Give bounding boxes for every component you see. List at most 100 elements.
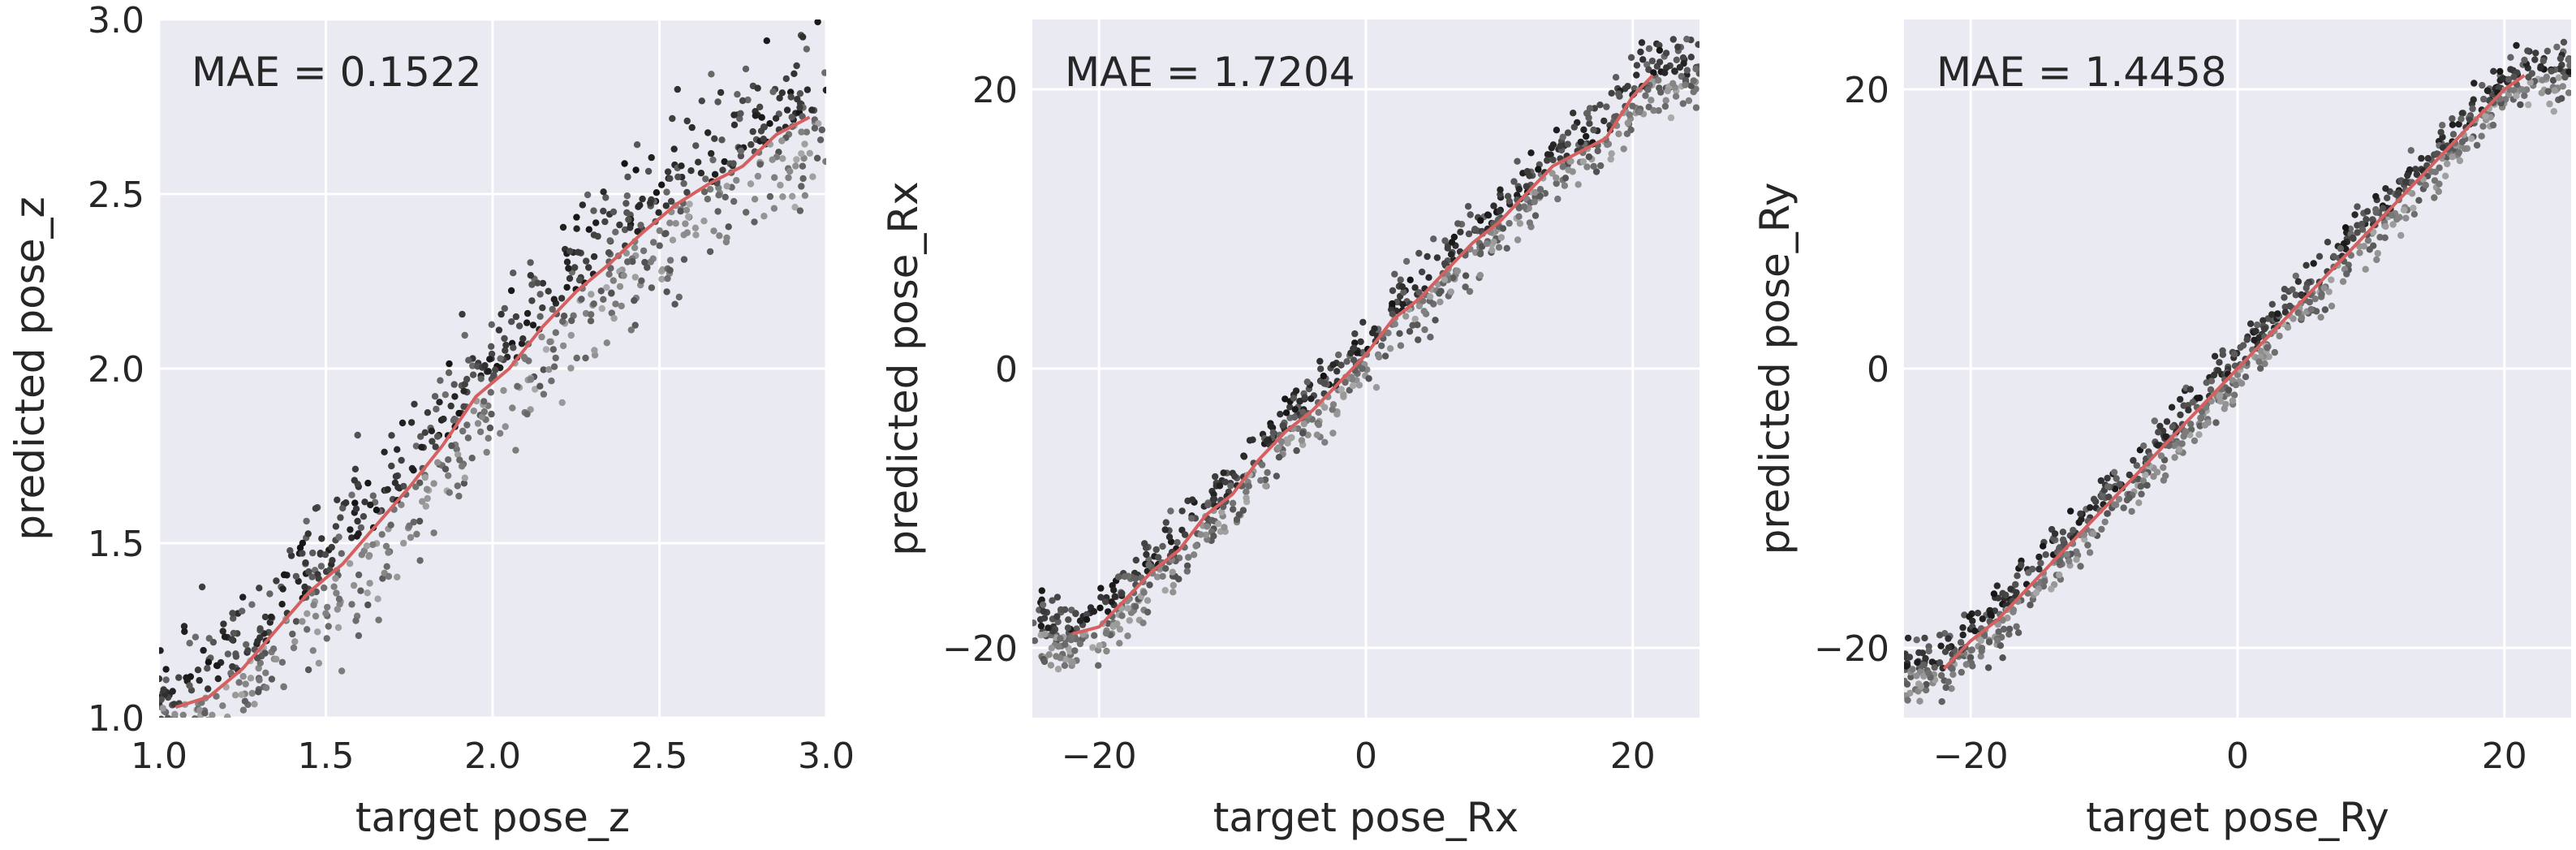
scatter-point [490,372,498,380]
scatter-point [1495,244,1503,251]
scatter-point [2005,631,2013,638]
y-axis-label: predicted pose_z [6,196,54,540]
scatter-point [442,465,450,472]
y-tick-label: 0 [1867,349,1889,390]
scatter-point [620,272,627,279]
scatter-point [1945,635,1952,642]
scatter-point [335,595,343,602]
scatter-point [803,86,812,93]
scatter-point [1212,472,1219,481]
scatter-point [683,188,691,196]
scatter-point [822,157,826,166]
scatter-point [159,705,166,712]
scatter-point [461,331,468,339]
scatter-point [1913,672,1920,680]
scatter-point [468,455,476,462]
scatter-point [2056,571,2063,579]
scatter-point [1969,617,1976,625]
scatter-point [1153,573,1161,580]
scatter-point [2373,256,2380,264]
scatter-point [2518,86,2526,93]
scatter-point [515,322,523,330]
scatter-point [1233,516,1241,524]
scatter-point [301,583,308,591]
scatter-point [2274,310,2281,317]
scatter-point [1110,586,1118,593]
scatter-point [227,670,235,677]
scatter-point [585,264,592,271]
scatter-point [793,156,800,163]
scatter-point [500,386,507,395]
scatter-point [450,381,458,388]
scatter-point [730,121,739,128]
scatter-point [2431,194,2438,201]
scatter-point [702,175,709,183]
scatter-point [458,463,466,470]
scatter-point [616,283,624,291]
scatter-point [2170,442,2178,450]
scatter-point [550,296,558,303]
scatter-point [398,456,405,464]
scatter-point [605,249,613,257]
scatter-point [1102,629,1110,637]
scatter-point [1447,288,1455,296]
scatter-point [169,688,176,695]
scatter-point [559,342,567,350]
scatter-point [419,498,426,505]
scatter-point [633,141,641,149]
scatter-point [2479,81,2486,89]
scatter-point [299,618,306,625]
scatter-point [1398,283,1406,291]
scatter-point [1904,634,1912,642]
scatter-point [2389,221,2397,228]
scatter-point [445,472,452,480]
scatter-point [559,223,567,231]
scatter-point [488,350,496,358]
scatter-point [410,518,417,526]
scatter-point [1447,251,1455,258]
scatter-point [2190,437,2199,445]
scatter-point [1580,126,1587,133]
scatter-point [1656,41,1663,49]
scatter-point [459,310,466,318]
scatter-point [263,684,270,692]
scatter-point [2059,536,2067,543]
scatter-point [1208,516,1216,524]
scatter-point [235,720,242,727]
scatter-point [364,601,372,609]
scatter-point [1141,540,1148,547]
scatter-point [616,221,623,229]
scatter-point [641,258,648,266]
scatter-point [754,84,761,92]
scatter-point [1124,632,1131,640]
scatter-point [2139,477,2147,485]
y-tick-label: 20 [1844,70,1889,111]
scatter-point [2337,244,2345,252]
scatter-point [2243,336,2251,343]
scatter-point [256,676,263,684]
scatter-point [1161,587,1169,594]
scatter-point [1159,542,1166,550]
scatter-point [213,662,222,670]
scatter-point [1683,67,1691,74]
scatter-point [1655,76,1662,84]
scatter-point [692,142,700,149]
scatter-point [1959,623,1966,632]
scatter-point [1376,353,1383,360]
scatter-point [442,391,449,399]
scatter-point [2407,147,2414,154]
scatter-point [1644,86,1652,93]
scatter-point [357,524,365,532]
scatter-point [2059,529,2067,536]
scatter-point [417,433,424,440]
scatter-point [563,283,571,291]
scatter-point [1904,662,1910,670]
scatter-point [1321,403,1329,412]
scatter-point [1402,257,1411,265]
scatter-point [2163,418,2171,425]
scatter-point [463,421,471,429]
scatter-point [1909,666,1916,673]
scatter-point [1146,581,1153,589]
scatter-point [385,549,392,556]
scatter-point [2364,237,2372,244]
